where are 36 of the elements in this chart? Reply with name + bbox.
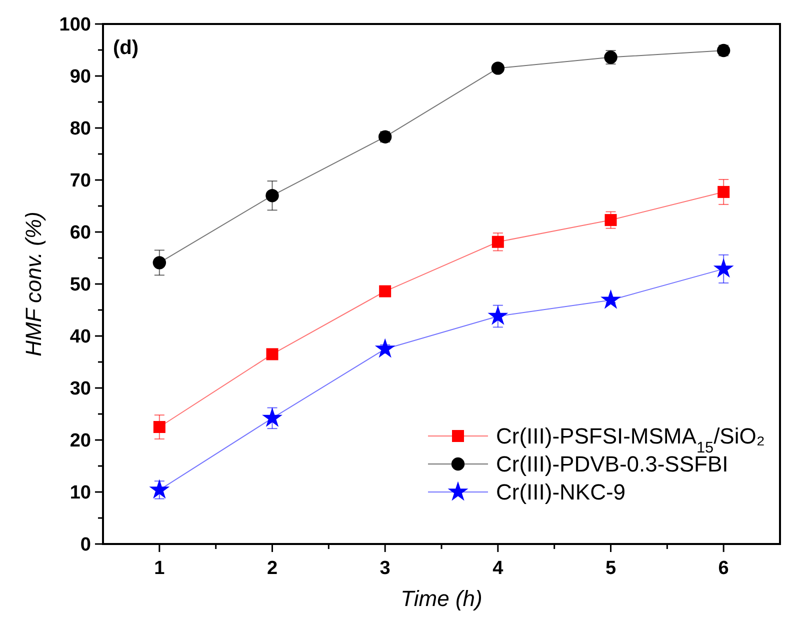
y-tick-label: 70 — [70, 170, 91, 192]
point — [713, 258, 734, 278]
point — [718, 186, 730, 198]
y-tick-label: 90 — [70, 66, 91, 88]
x-tick-label: 4 — [492, 558, 504, 579]
x-tick-label: 6 — [718, 558, 729, 579]
point — [488, 305, 508, 325]
y-tick-label: 60 — [70, 222, 91, 244]
x-tick-label: 1 — [154, 558, 166, 579]
point — [152, 256, 166, 270]
point — [492, 236, 504, 248]
point — [153, 421, 166, 433]
point — [491, 62, 505, 75]
point — [262, 407, 282, 427]
y-tick-label: 10 — [70, 482, 91, 504]
y-tick-label: 30 — [70, 378, 91, 400]
point — [374, 338, 396, 358]
y-tick-label: 80 — [70, 118, 91, 140]
point — [600, 289, 621, 309]
x-tick-label: 2 — [266, 558, 278, 579]
point — [266, 348, 278, 360]
point — [149, 479, 170, 499]
y-axis-title: HMF conv. (%) — [21, 212, 46, 356]
y-tick-label: 40 — [70, 326, 91, 348]
y-tick-label: 100 — [59, 14, 91, 36]
point — [604, 214, 617, 226]
point — [379, 285, 392, 298]
y-tick-label: 0 — [80, 534, 91, 556]
y-tick-label: 20 — [70, 430, 91, 452]
y-tick-label: 50 — [70, 274, 91, 296]
x-axis-title: Time (h) — [400, 586, 482, 611]
point — [266, 189, 279, 202]
legend-label: Cr(III)-NKC-9 — [496, 480, 626, 505]
x-tick-label: 5 — [605, 558, 616, 579]
x-tick-label: 3 — [380, 558, 390, 579]
annotation: (d) — [113, 37, 139, 59]
